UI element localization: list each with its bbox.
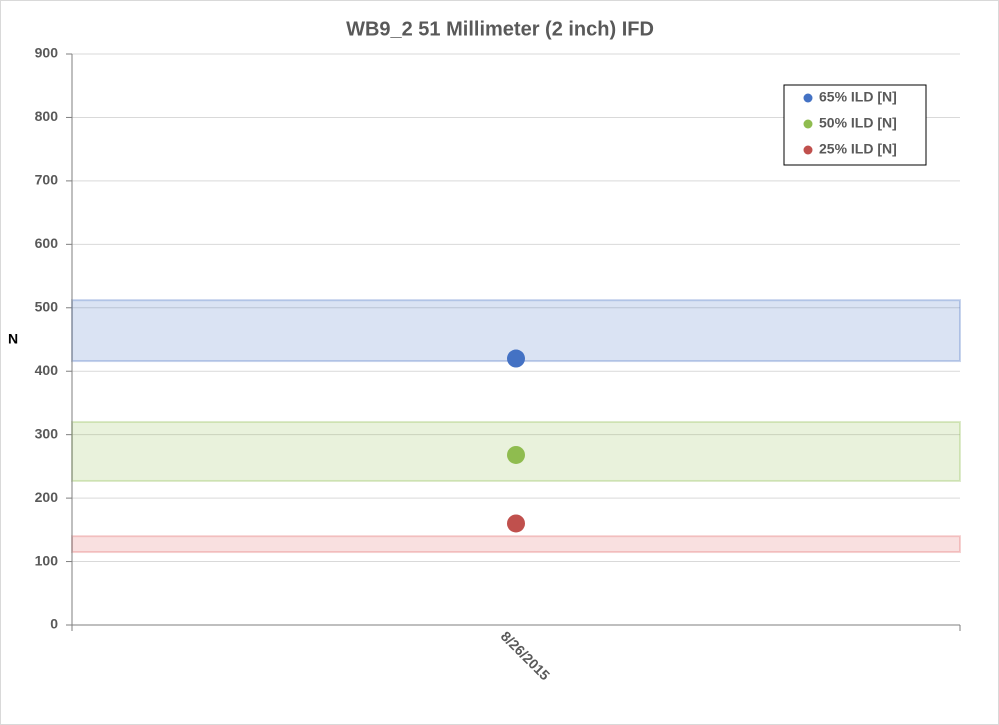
- y-tick-label: 0: [50, 616, 58, 632]
- y-axis-label: N: [8, 331, 18, 347]
- point: [507, 445, 525, 464]
- y-tick-label: 800: [35, 108, 59, 124]
- legend-marker: [803, 119, 813, 129]
- legend-label: 25% ILD [N]: [819, 141, 897, 157]
- point: [507, 514, 525, 533]
- y-tick-label: 300: [35, 425, 59, 441]
- legend-marker: [803, 93, 813, 103]
- y-tick-label: 500: [35, 298, 59, 314]
- y-tick-label: 700: [35, 172, 59, 188]
- y-tick-label: 400: [35, 362, 59, 378]
- range-band: [71, 535, 961, 554]
- y-tick-label: 600: [35, 235, 59, 251]
- y-tick-label: 900: [35, 45, 59, 61]
- legend-label: 50% ILD [N]: [819, 115, 897, 131]
- legend-label: 65% ILD [N]: [819, 89, 897, 105]
- point: [507, 349, 525, 368]
- chart-title: WB9_2 51 Millimeter (2 inch) IFD: [346, 18, 654, 40]
- y-tick-label: 100: [35, 552, 59, 568]
- legend-marker: [803, 145, 813, 155]
- y-tick-label: 200: [35, 489, 59, 505]
